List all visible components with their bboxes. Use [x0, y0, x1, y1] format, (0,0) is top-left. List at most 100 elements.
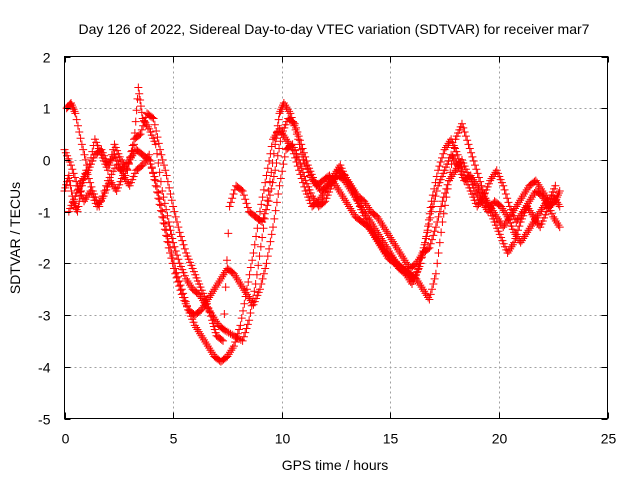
data-point [106, 155, 115, 164]
data-point [72, 115, 81, 124]
data-point [261, 178, 270, 187]
data-point [442, 184, 451, 193]
data-point [466, 171, 475, 180]
data-point [164, 217, 173, 226]
data-point [74, 202, 83, 211]
data-point [140, 117, 149, 126]
data-point [551, 216, 560, 225]
data-point [229, 342, 238, 351]
data-point [542, 193, 551, 202]
data-point [328, 173, 337, 182]
data-point [435, 162, 444, 171]
data-point [335, 187, 344, 196]
data-point [298, 168, 307, 177]
data-point [222, 256, 231, 265]
data-point [427, 207, 436, 216]
data-point [285, 107, 294, 116]
data-point [173, 217, 182, 226]
data-point [457, 119, 466, 128]
data-point [282, 103, 291, 112]
data-point [384, 231, 393, 240]
data-point [269, 135, 278, 144]
data-point [273, 151, 282, 160]
data-point [72, 177, 81, 186]
data-point [501, 219, 510, 228]
data-point [238, 186, 247, 195]
data-point [415, 259, 424, 268]
data-point [486, 202, 495, 211]
data-point [528, 220, 537, 229]
data-point [94, 200, 103, 209]
data-point [143, 122, 152, 131]
data-point [134, 83, 143, 92]
plot-frame [64, 56, 608, 419]
data-point [257, 280, 266, 289]
data-point [262, 259, 271, 268]
data-point [298, 144, 307, 153]
data-point [138, 161, 147, 170]
data-point [136, 102, 145, 111]
data-point [274, 190, 283, 199]
data-point [331, 169, 340, 178]
data-point [471, 179, 480, 188]
data-point [245, 270, 254, 279]
x-axis-label: GPS time / hours [282, 457, 389, 473]
data-point [488, 206, 497, 215]
data-point [150, 175, 159, 184]
data-point [162, 205, 171, 214]
data-point [381, 225, 390, 234]
data-point [239, 332, 248, 341]
data-point [127, 147, 136, 156]
data-point [198, 333, 207, 342]
data-point [164, 243, 173, 252]
data-point [259, 213, 268, 222]
data-point [312, 180, 321, 189]
data-point [83, 168, 92, 177]
data-point [389, 256, 398, 265]
data-point [504, 246, 513, 255]
data-point [490, 208, 499, 217]
data-point [437, 202, 446, 211]
data-point [218, 272, 227, 281]
data-point [137, 125, 146, 134]
data-point [337, 190, 346, 199]
data-point [490, 170, 499, 179]
data-point [525, 197, 534, 206]
data-point [390, 239, 399, 248]
data-point [377, 219, 386, 228]
data-point [152, 126, 161, 135]
data-point [379, 244, 388, 253]
y-tick-label: -4 [38, 360, 51, 376]
data-point [184, 279, 193, 288]
data-point [132, 106, 141, 115]
data-point [67, 99, 76, 108]
x-tick-label: 10 [275, 431, 291, 447]
data-point [222, 327, 231, 336]
data-point [467, 173, 476, 182]
data-point [210, 285, 219, 294]
data-point [228, 194, 237, 203]
data-point [431, 269, 440, 278]
data-point [533, 211, 542, 220]
data-point [93, 202, 102, 211]
data-point [223, 352, 232, 361]
data-point [257, 200, 266, 209]
data-point [170, 207, 179, 216]
data-point [80, 150, 89, 159]
data-point [269, 172, 278, 181]
data-point [139, 159, 148, 168]
data-point [529, 217, 538, 226]
data-point [447, 150, 456, 159]
data-point [256, 242, 265, 251]
data-point [465, 144, 474, 153]
data-point [263, 252, 272, 261]
data-point [422, 232, 431, 241]
data-point [344, 178, 353, 187]
data-point [85, 160, 94, 169]
data-point [279, 99, 288, 108]
data-point [73, 207, 82, 216]
data-point [259, 185, 268, 194]
data-point [275, 124, 284, 133]
data-point [270, 214, 279, 223]
